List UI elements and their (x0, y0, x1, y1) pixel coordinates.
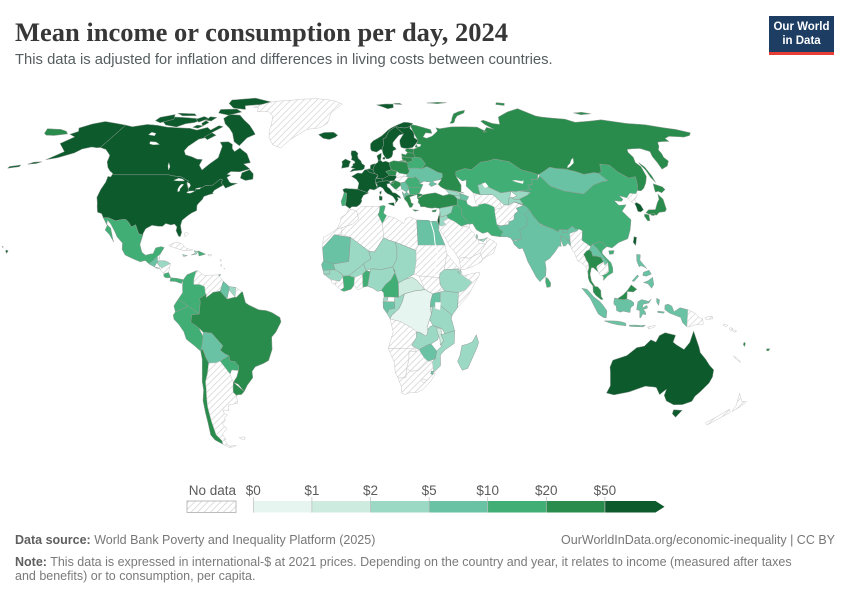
svg-text:No data: No data (189, 483, 237, 498)
svg-text:$5: $5 (422, 483, 437, 498)
svg-text:$0: $0 (246, 483, 261, 498)
svg-text:$1: $1 (304, 483, 319, 498)
svg-text:$2: $2 (363, 483, 378, 498)
svg-text:$20: $20 (535, 483, 558, 498)
svg-text:$10: $10 (476, 483, 499, 498)
svg-text:$50: $50 (594, 483, 617, 498)
